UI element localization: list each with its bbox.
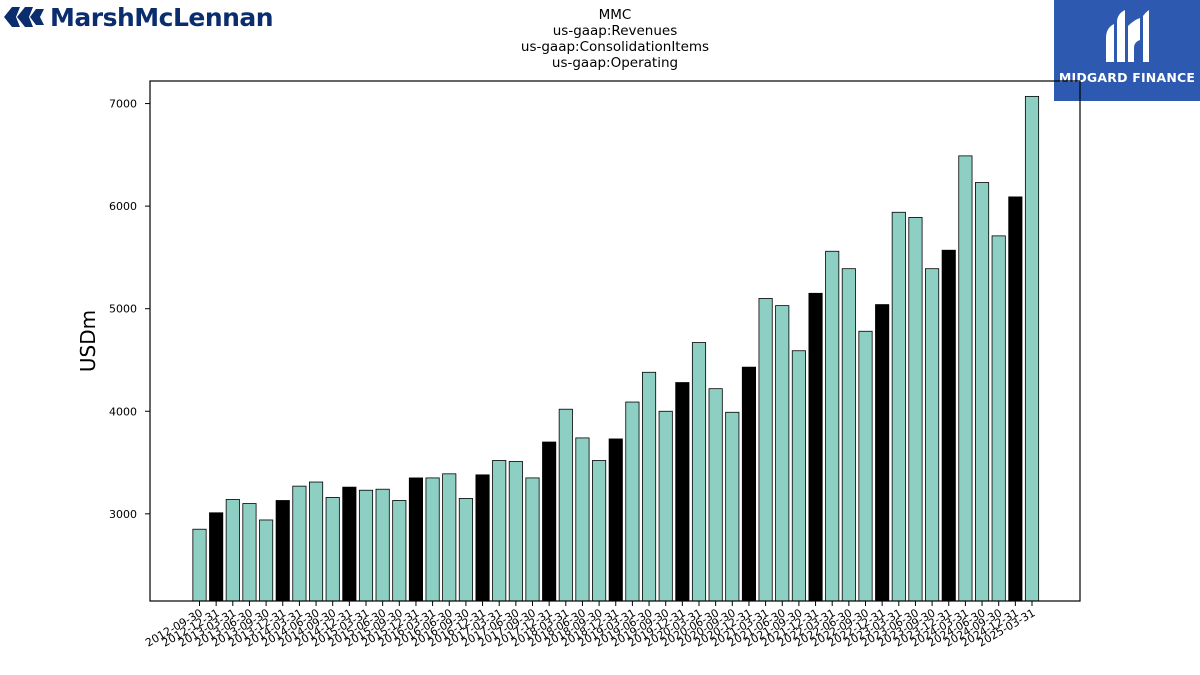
y-tick-label: 5000 <box>109 303 137 316</box>
bar-2024-06-30 <box>975 182 990 602</box>
midgard-finance-wordmark: MIDGARD FINANCE <box>1058 70 1196 85</box>
bar-2016-06-30 <box>442 473 457 602</box>
y-axis: 3000 4000 5000 6000 7000 <box>109 98 150 521</box>
y-tick-label: 3000 <box>109 508 137 521</box>
bar-2021-09-30 <box>791 350 806 602</box>
bar-2017-03-31 <box>492 460 507 602</box>
bar-2016-12-31 <box>475 474 490 602</box>
bar-2019-09-30 <box>658 410 673 602</box>
y-tick-label: 4000 <box>109 405 137 418</box>
bar-2016-03-31 <box>425 477 440 602</box>
bar-2024-09-30 <box>991 235 1006 602</box>
bar-2015-09-30 <box>392 500 407 602</box>
bar-2018-06-30 <box>575 437 590 602</box>
bar-2013-03-31 <box>225 499 240 602</box>
chart-title-line: us-gaap:Revenues <box>552 23 678 39</box>
bar-2014-09-30 <box>325 497 340 602</box>
bar-2014-12-31 <box>342 486 357 602</box>
bar-2015-12-31 <box>408 477 423 602</box>
chart-title-line: us-gaap:ConsolidationItems <box>520 39 710 55</box>
bar-2017-06-30 <box>508 461 523 602</box>
x-axis: 2012-09-302012-12-312013-03-312013-06-30… <box>143 601 1038 650</box>
bar-2016-09-30 <box>458 498 473 602</box>
marshmclennan-logo: MarshMcLennan <box>4 2 274 32</box>
midgard-emblem-icon <box>1106 10 1149 62</box>
bar-2021-03-31 <box>758 298 773 602</box>
bar-2021-06-30 <box>775 305 790 602</box>
bar-2022-12-31 <box>875 304 890 602</box>
bar-2015-06-30 <box>375 488 390 602</box>
bar-2024-03-31 <box>958 155 973 602</box>
bar-2013-12-31 <box>275 500 290 602</box>
bar-2012-12-31 <box>209 512 224 602</box>
midgard-finance-logo: MIDGARD FINANCE <box>1054 0 1200 101</box>
bar-2022-06-30 <box>841 268 856 602</box>
bar-2019-12-31 <box>675 382 690 602</box>
bar-2018-09-30 <box>592 460 607 602</box>
marshmclennan-wordmark: MarshMcLennan <box>50 2 274 32</box>
plot-frame <box>149 80 1081 602</box>
bar-2020-09-30 <box>725 411 740 602</box>
bar-2018-03-31 <box>558 408 573 602</box>
bar-2020-12-31 <box>741 366 756 602</box>
bar-2014-06-30 <box>308 481 324 602</box>
bar-2017-12-31 <box>542 441 557 602</box>
bar-2012-09-30 <box>192 528 207 602</box>
y-tick-label: 7000 <box>109 98 137 111</box>
bars-group <box>192 95 1040 602</box>
marshmclennan-emblem-icon <box>4 7 44 27</box>
bar-2024-12-31 <box>1008 196 1023 602</box>
bar-2023-09-30 <box>925 268 940 602</box>
bar-2017-09-30 <box>525 477 540 602</box>
bar-2014-03-31 <box>292 485 307 602</box>
y-axis-label: USDm <box>76 310 100 372</box>
bar-2023-06-30 <box>908 217 923 602</box>
bar-2022-03-31 <box>825 250 840 602</box>
y-tick-label: 6000 <box>109 200 137 213</box>
bar-2015-03-31 <box>358 489 374 602</box>
bar-2013-09-30 <box>259 519 274 602</box>
chart-title-line: us-gaap:Operating <box>551 55 679 71</box>
chart-title-line: MMC <box>598 7 632 23</box>
bar-2020-06-30 <box>708 388 723 602</box>
bar-2022-09-30 <box>858 330 873 602</box>
bar-2023-03-31 <box>891 211 906 602</box>
bar-2023-12-31 <box>941 249 956 602</box>
bar-2021-12-31 <box>808 292 823 602</box>
chart-title: MMC us-gaap:Revenues us-gaap:Consolidati… <box>415 7 815 71</box>
bar-2025-03-31 <box>1024 95 1040 602</box>
bar-2013-06-30 <box>242 503 257 602</box>
bar-2018-12-31 <box>608 438 623 602</box>
bar-2019-03-31 <box>625 401 640 602</box>
bar-2019-06-30 <box>642 371 657 602</box>
bar-2020-03-31 <box>691 342 707 602</box>
